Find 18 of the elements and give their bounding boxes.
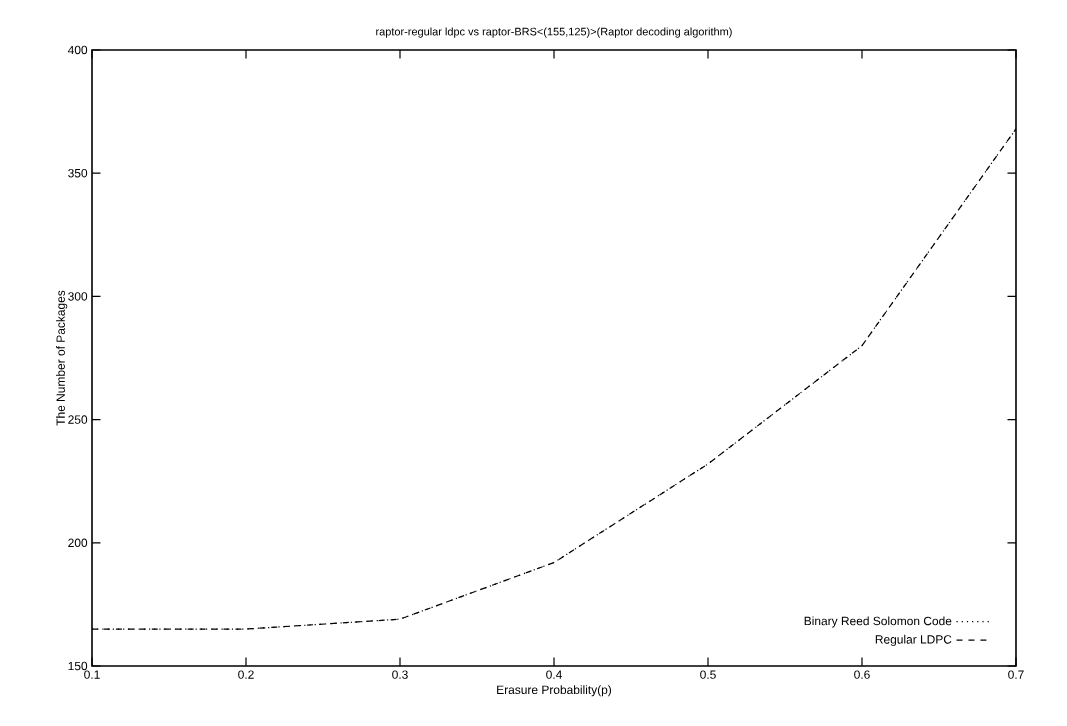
x-tick-label: 0.3 (392, 670, 408, 679)
y-tick-label: 400 (67, 45, 88, 55)
y-tick-label: 150 (68, 661, 88, 671)
y-tick-label: 200 (68, 538, 88, 548)
y-tick-label: 300 (68, 292, 88, 301)
x-tick-label: 0.1 (84, 670, 100, 679)
legend-label: Regular LDPC (875, 634, 952, 646)
x-tick-label: 0.6 (854, 670, 870, 679)
y-axis-title: The Number of Packages (56, 290, 68, 426)
x-tick-label: 0.4 (546, 670, 562, 679)
chart-title: raptor-regular ldpc vs raptor-BRS<(155,125)>(Raptor decoding algorithm) (376, 27, 732, 38)
x-axis-title: Erasure Probability(p) (497, 685, 612, 697)
legend-label: Binary Reed Solomon Code (804, 616, 952, 628)
y-tick-label: 250 (68, 415, 88, 424)
y-tick-label: 350 (68, 168, 88, 178)
x-tick-label: 0.2 (238, 670, 254, 679)
x-tick-label: 0.5 (700, 670, 716, 679)
x-tick-label: 0.7 (1008, 670, 1024, 679)
